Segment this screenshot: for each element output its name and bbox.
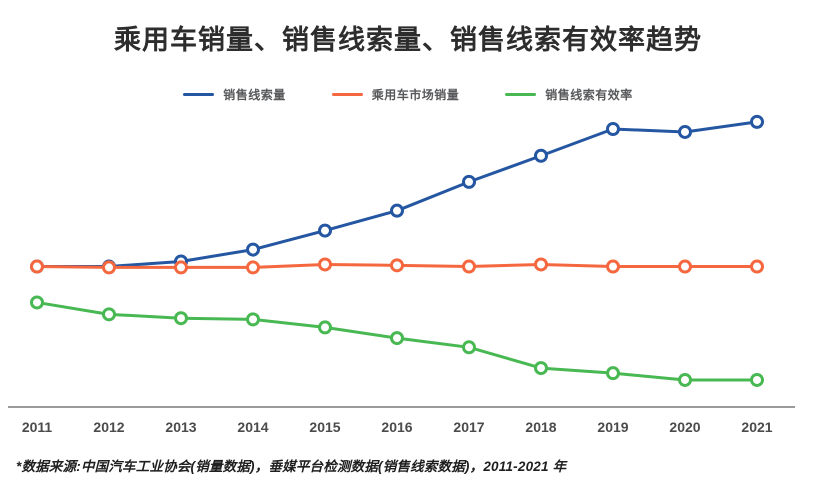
data-point-0-2019 — [606, 122, 620, 137]
data-point-2-2021 — [750, 372, 764, 387]
data-point-2-2019 — [606, 366, 620, 381]
x-tick-label-2015: 2015 — [309, 419, 340, 435]
data-point-2-2011 — [30, 295, 44, 310]
x-tick-label-2012: 2012 — [93, 419, 124, 435]
data-point-0-2014 — [246, 242, 260, 257]
data-point-0-2020 — [678, 124, 692, 139]
legend-item-lead-efficiency: 销售线索有效率 — [505, 86, 633, 103]
chart-title: 乘用车销量、销售线索量、销售线索有效率趋势 — [114, 25, 702, 55]
legend-item-market-sales: 乘用车市场销量 — [331, 86, 460, 103]
x-tick-label-2014: 2014 — [237, 419, 268, 435]
data-point-1-2013 — [174, 260, 188, 275]
data-point-1-2019 — [606, 259, 620, 274]
x-tick-label-2019: 2019 — [597, 419, 628, 435]
data-point-1-2016 — [390, 258, 404, 273]
x-tick-label-2016: 2016 — [381, 419, 412, 435]
x-tick-label-2017: 2017 — [453, 419, 484, 435]
data-source-note: *数据来源:中国汽车工业协会(销量数据)，垂媒平台检测数据(销售线索数据)，20… — [16, 459, 567, 474]
data-point-2-2012 — [102, 307, 116, 322]
legend-label: 乘用车市场销量 — [371, 88, 460, 102]
x-tick-label-2011: 2011 — [22, 419, 53, 435]
data-point-1-2018 — [534, 257, 548, 272]
x-tick-label-2013: 2013 — [165, 419, 196, 435]
legend-swatch-green-line-icon — [505, 93, 537, 96]
data-point-0-2018 — [534, 148, 548, 163]
data-point-0-2015 — [318, 223, 332, 238]
data-point-0-2016 — [390, 203, 404, 218]
chart-legend: 销售线索量 乘用车市场销量 销售线索有效率 — [0, 86, 816, 103]
data-point-1-2015 — [318, 257, 332, 272]
x-tick-label-2020: 2020 — [669, 419, 700, 435]
legend-label: 销售线索有效率 — [545, 88, 633, 102]
data-point-2-2015 — [318, 320, 332, 335]
data-point-0-2021 — [750, 114, 764, 129]
data-point-1-2012 — [102, 260, 116, 275]
data-point-2-2018 — [534, 361, 548, 376]
data-point-2-2014 — [246, 312, 260, 327]
data-point-1-2011 — [30, 259, 44, 274]
data-point-1-2014 — [246, 260, 260, 275]
data-point-2-2017 — [462, 340, 476, 355]
data-point-0-2017 — [462, 174, 476, 189]
data-point-1-2017 — [462, 259, 476, 274]
data-point-1-2021 — [750, 259, 764, 274]
data-point-2-2016 — [390, 331, 404, 346]
legend-swatch-blue-line-icon — [183, 93, 215, 96]
data-point-1-2020 — [678, 259, 692, 274]
legend-swatch-orange-line-icon — [331, 93, 363, 96]
data-point-2-2020 — [678, 372, 692, 387]
legend-label: 销售线索量 — [223, 88, 286, 102]
legend-item-sales-leads: 销售线索量 — [183, 86, 286, 103]
x-tick-label-2021: 2021 — [741, 419, 772, 435]
x-tick-label-2018: 2018 — [525, 419, 556, 435]
series-line-0 — [35, 120, 759, 269]
data-point-2-2013 — [174, 311, 188, 326]
